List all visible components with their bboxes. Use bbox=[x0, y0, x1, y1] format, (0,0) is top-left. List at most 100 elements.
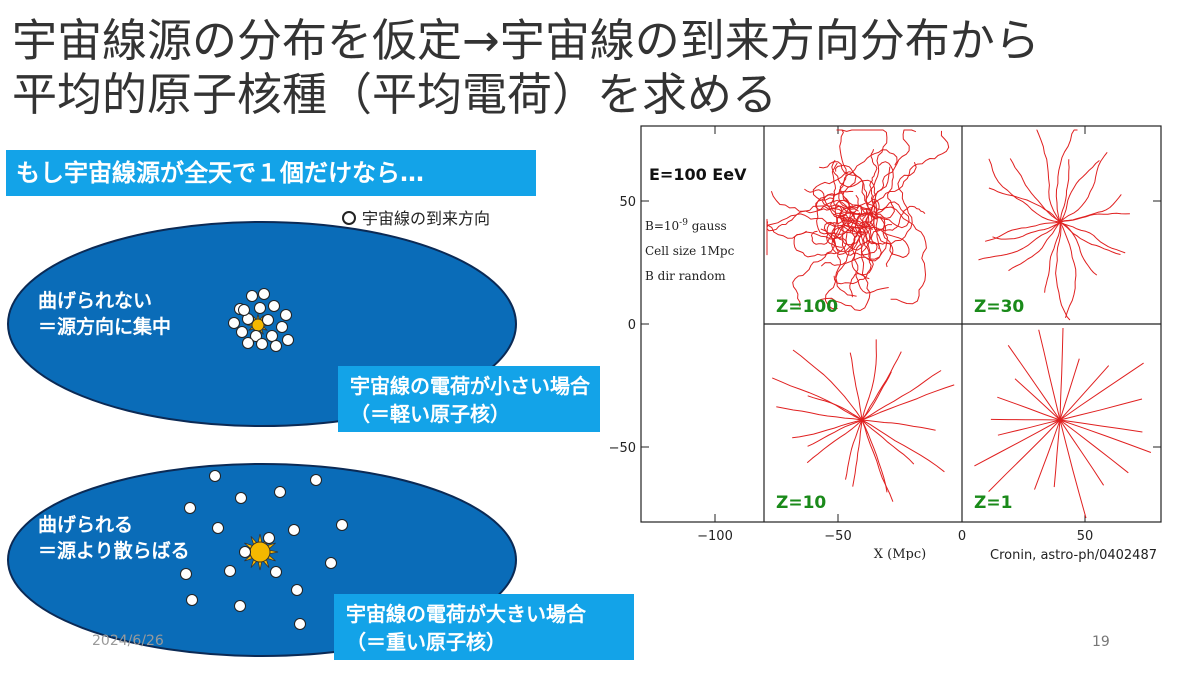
trajectory-track bbox=[974, 419, 1061, 467]
trajectory-track bbox=[997, 396, 1061, 421]
trajectory-track bbox=[988, 419, 1061, 492]
figure-background bbox=[600, 120, 1180, 560]
trajectory-track bbox=[1038, 329, 1061, 421]
trajectory-track bbox=[1059, 327, 1064, 421]
arrival-dot bbox=[234, 600, 246, 612]
trajectory-track bbox=[1009, 158, 1061, 223]
slide-title: 宇宙線源の分布を仮定→宇宙線の到来方向分布から 平均的原子核種（平均電荷）を求め… bbox=[12, 14, 1192, 122]
trajectory-track bbox=[835, 164, 861, 215]
arrival-dot bbox=[274, 486, 286, 498]
upper-arrival-dots bbox=[228, 288, 294, 352]
legend-label: 宇宙線の到来方向 bbox=[362, 209, 491, 228]
trajectory-track bbox=[831, 194, 862, 255]
trajectory-track bbox=[812, 171, 878, 218]
trajectory-track bbox=[1055, 129, 1078, 223]
trajectory-track bbox=[873, 129, 917, 228]
arrival-dot bbox=[212, 522, 224, 534]
trajectory-track bbox=[1059, 419, 1105, 486]
arrival-dot bbox=[288, 524, 300, 536]
trajectory-track bbox=[1059, 419, 1129, 474]
arrival-dot bbox=[294, 618, 306, 630]
trajectory-track bbox=[861, 370, 942, 421]
panel-label-z100: Z=100 bbox=[776, 297, 838, 317]
panel-label-z30: Z=30 bbox=[974, 297, 1024, 317]
trajectory-track bbox=[1059, 221, 1077, 319]
arrival-dot bbox=[282, 334, 294, 346]
trajectory-track bbox=[845, 419, 863, 480]
trajectory-track bbox=[978, 221, 1061, 261]
arrival-dot bbox=[325, 557, 337, 569]
arrival-dot bbox=[235, 492, 247, 504]
trajectory-track bbox=[1044, 221, 1061, 293]
trajectory-track bbox=[776, 406, 863, 421]
trajectory-track bbox=[988, 158, 1061, 223]
upper-sky-text: 曲げられない ＝源方向に集中 bbox=[38, 288, 171, 340]
lower-caption: 宇宙線の電荷が大きい場合 （＝重い原子核） bbox=[334, 594, 634, 660]
arrival-dot bbox=[254, 302, 266, 314]
trajectory-track bbox=[1059, 398, 1143, 421]
trajectory-track bbox=[820, 205, 864, 251]
x-tick-0: 0 bbox=[958, 529, 966, 544]
trajectory-track bbox=[988, 187, 1061, 223]
y-tick-50: 50 bbox=[619, 195, 636, 210]
trajectory-track bbox=[841, 129, 888, 219]
arrival-dot bbox=[262, 314, 274, 326]
trajectory-track bbox=[1059, 221, 1126, 254]
arrival-dot bbox=[184, 502, 196, 514]
trajectory-track bbox=[792, 218, 854, 307]
arrival-dot bbox=[280, 309, 292, 321]
arrival-dot bbox=[239, 546, 251, 558]
trajectory-track bbox=[861, 419, 945, 473]
arrival-dot bbox=[268, 300, 280, 312]
x-axis-label: X (Mpc) bbox=[874, 547, 926, 560]
trajectory-track bbox=[1055, 221, 1071, 321]
trajectory-track bbox=[807, 419, 863, 447]
trajectory-track bbox=[815, 192, 861, 235]
trajectory-track bbox=[766, 213, 852, 233]
trajectory-track bbox=[853, 221, 889, 294]
arrival-dot bbox=[242, 337, 254, 349]
upper-caption-line2: （＝軽い原子核） bbox=[350, 402, 510, 426]
sun-core bbox=[249, 541, 271, 563]
figure-credit: Cronin, astro-ph/0402487 bbox=[990, 548, 1157, 563]
trajectory-track bbox=[990, 418, 1061, 421]
trajectory-track bbox=[1059, 365, 1110, 421]
trajectory-track bbox=[1034, 419, 1061, 490]
arrival-dot bbox=[238, 304, 250, 316]
arrival-dot bbox=[186, 594, 198, 606]
trajectory-track bbox=[792, 419, 863, 439]
upper-sky-text-line2: ＝源方向に集中 bbox=[38, 316, 172, 338]
trajectory-track bbox=[772, 377, 863, 421]
arrival-dot bbox=[246, 290, 258, 302]
trajectory-track bbox=[1059, 159, 1070, 223]
trajectory-track bbox=[1014, 378, 1061, 421]
trajectory-track bbox=[1008, 221, 1061, 272]
upper-sky-text-line1: 曲げられない bbox=[38, 290, 153, 312]
trajectory-track bbox=[832, 207, 871, 233]
trajectory-track bbox=[870, 224, 910, 258]
lower-arrival-dots bbox=[180, 470, 348, 630]
panel-label-z1: Z=1 bbox=[974, 493, 1012, 513]
trajectory-track bbox=[861, 371, 892, 421]
param-b: B=10-9 gauss bbox=[645, 218, 727, 233]
trajectory-track bbox=[875, 206, 927, 305]
arrival-dot bbox=[224, 565, 236, 577]
trajectory-track bbox=[1059, 160, 1100, 223]
lower-sky-text: 曲げられる ＝源より散らばる bbox=[38, 512, 190, 564]
y-tick-0: 0 bbox=[628, 318, 636, 333]
trajectory-track bbox=[861, 384, 955, 421]
lower-sky-text-line2: ＝源より散らばる bbox=[38, 540, 190, 562]
arrival-dot bbox=[266, 330, 278, 342]
trajectory-track bbox=[861, 149, 878, 210]
trajectory-track bbox=[984, 221, 1061, 242]
trajectory-track bbox=[861, 419, 894, 502]
trajectory-track bbox=[836, 217, 878, 256]
param-b-base: B=10 bbox=[645, 219, 679, 233]
trajectory-track bbox=[1059, 358, 1080, 421]
title-line-2: 平均的原子核種（平均電荷）を求める bbox=[12, 68, 778, 121]
trajectory-figure: E=100 EeV B=10-9 gauss Cell size 1Mpc B … bbox=[600, 120, 1180, 560]
arrival-dot-icon bbox=[342, 210, 356, 225]
arrival-dot bbox=[263, 532, 275, 544]
panel-label-z10: Z=10 bbox=[776, 493, 826, 513]
trajectory-track bbox=[1053, 419, 1061, 488]
